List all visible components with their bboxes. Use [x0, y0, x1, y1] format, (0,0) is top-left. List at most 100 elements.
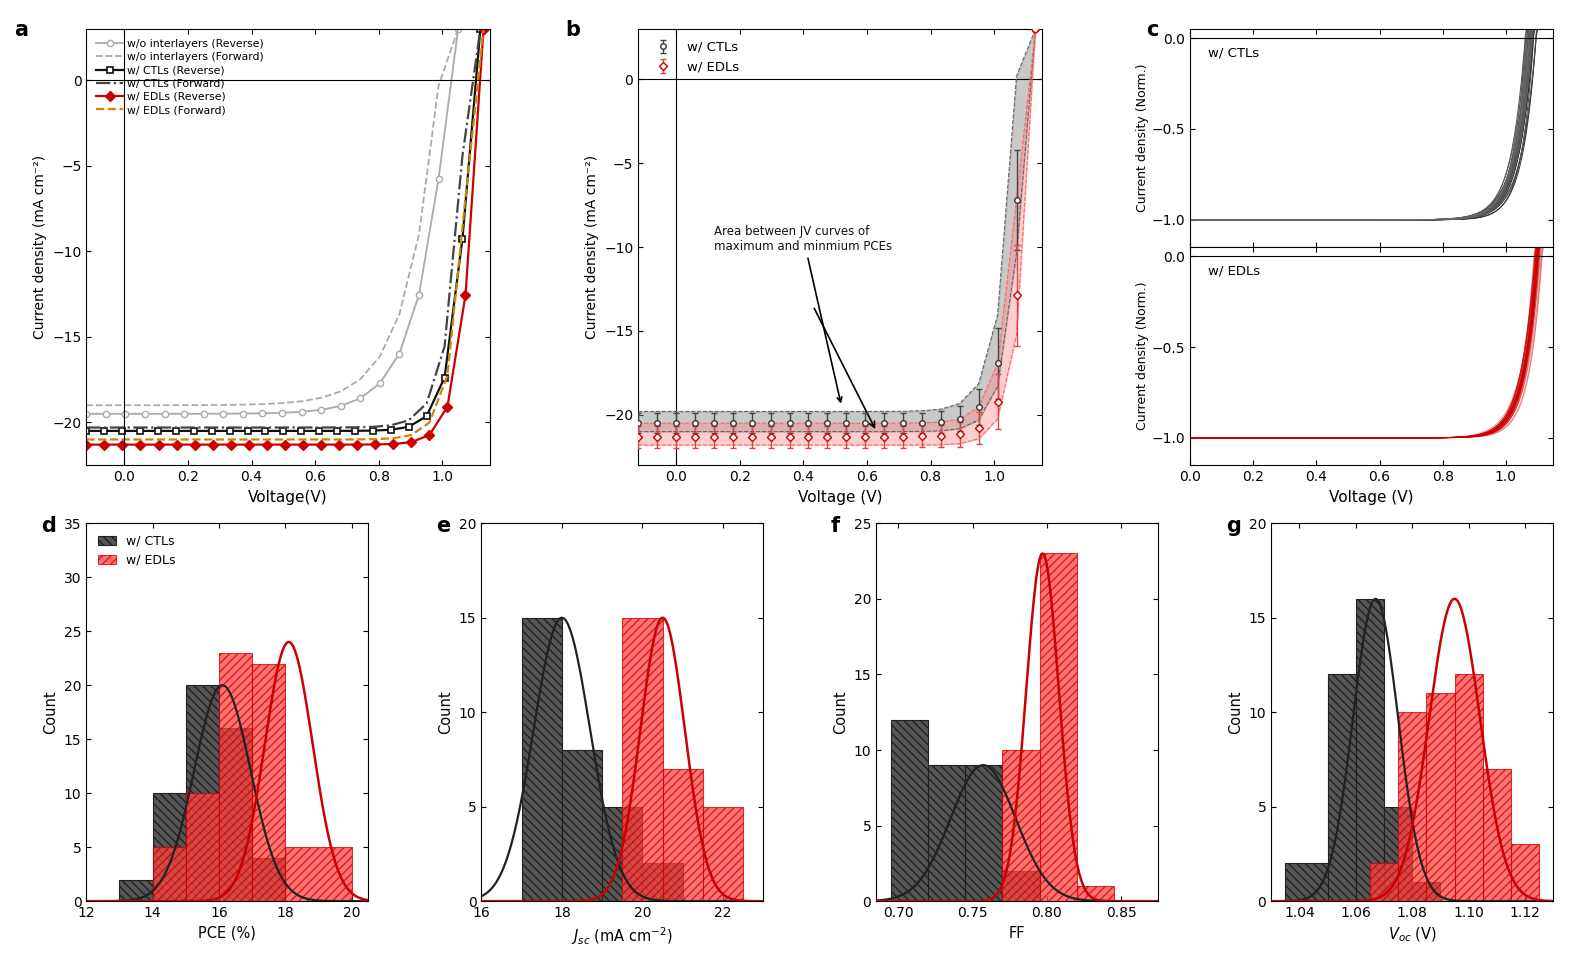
- Text: f: f: [832, 516, 841, 536]
- Bar: [185, 685, 220, 901]
- w/ CTLs (Forward): [309, 422, 328, 433]
- w/ EDLs (Forward): [204, 434, 223, 446]
- w/ EDLs (Reverse): [329, 439, 348, 451]
- Bar: [521, 618, 562, 901]
- w/ CTLs (Reverse): [275, 425, 293, 437]
- Bar: [623, 618, 662, 901]
- w/o interlayers (Reverse): [96, 408, 115, 420]
- Text: w/ EDLs: w/ EDLs: [1208, 265, 1260, 277]
- w/ EDLs (Forward): [474, 23, 493, 35]
- X-axis label: Voltage (V): Voltage (V): [797, 489, 882, 505]
- Text: c: c: [1147, 20, 1159, 41]
- Text: e: e: [436, 516, 450, 536]
- Legend: w/ CTLs, w/ EDLs: w/ CTLs, w/ EDLs: [645, 36, 744, 78]
- Line: w/ CTLs (Forward): w/ CTLs (Forward): [86, 29, 480, 427]
- Bar: [220, 729, 253, 901]
- w/ CTLs (Reverse): [202, 425, 221, 437]
- w/ CTLs (Reverse): [238, 425, 257, 437]
- w/ CTLs (Reverse): [453, 233, 472, 244]
- Bar: [253, 664, 286, 901]
- w/o interlayers (Reverse): [116, 408, 135, 420]
- w/o interlayers (Forward): [116, 399, 135, 411]
- w/ EDLs (Forward): [438, 370, 457, 382]
- Bar: [703, 806, 744, 901]
- Bar: [965, 766, 1003, 901]
- w/ EDLs (Forward): [276, 434, 295, 446]
- w/ CTLs (Forward): [292, 422, 311, 433]
- w/o interlayers (Forward): [234, 399, 253, 411]
- X-axis label: PCE (%): PCE (%): [198, 925, 256, 941]
- w/ CTLs (Reverse): [256, 425, 275, 437]
- w/ CTLs (Forward): [149, 422, 168, 433]
- w/ EDLs (Forward): [402, 429, 420, 441]
- w/ EDLs (Reverse): [240, 439, 259, 451]
- w/ CTLs (Forward): [345, 422, 364, 433]
- Bar: [1370, 863, 1398, 901]
- Bar: [1398, 712, 1426, 901]
- w/ CTLs (Reverse): [77, 425, 96, 437]
- w/ CTLs (Reverse): [400, 421, 419, 432]
- w/o interlayers (Reverse): [174, 408, 193, 420]
- w/ EDLs (Forward): [384, 432, 403, 444]
- w/ EDLs (Forward): [149, 434, 168, 446]
- w/ EDLs (Reverse): [438, 401, 457, 413]
- w/ CTLs (Forward): [275, 422, 293, 433]
- Bar: [1076, 886, 1114, 901]
- w/ CTLs (Reverse): [292, 425, 311, 437]
- w/ CTLs (Reverse): [220, 425, 238, 437]
- Bar: [1003, 871, 1040, 901]
- w/ CTLs (Forward): [453, 150, 472, 162]
- Text: w/ CTLs: w/ CTLs: [1208, 47, 1260, 59]
- Text: Area between JV curves of
maximum and minmium PCEs: Area between JV curves of maximum and mi…: [714, 225, 893, 402]
- w/ CTLs (Forward): [471, 23, 490, 35]
- Y-axis label: Current density (mA cm⁻²): Current density (mA cm⁻²): [585, 155, 598, 339]
- Bar: [602, 806, 642, 901]
- w/ CTLs (Forward): [94, 422, 113, 433]
- Bar: [1511, 844, 1539, 901]
- Text: b: b: [565, 20, 581, 41]
- Bar: [185, 794, 220, 901]
- w/o interlayers (Forward): [155, 399, 174, 411]
- w/ EDLs (Reverse): [96, 439, 115, 451]
- w/ CTLs (Reverse): [113, 425, 132, 437]
- w/ CTLs (Reverse): [130, 425, 149, 437]
- w/ CTLs (Reverse): [471, 23, 490, 35]
- Bar: [220, 653, 253, 901]
- w/ EDLs (Reverse): [420, 429, 439, 441]
- w/ EDLs (Reverse): [384, 438, 403, 450]
- w/o interlayers (Reverse): [292, 406, 311, 418]
- w/ CTLs (Reverse): [94, 425, 113, 437]
- w/o interlayers (Reverse): [449, 23, 468, 35]
- w/ EDLs (Reverse): [257, 439, 276, 451]
- w/o interlayers (Forward): [430, 79, 449, 91]
- w/o interlayers (Reverse): [410, 289, 428, 300]
- w/o interlayers (Forward): [96, 399, 115, 411]
- w/ EDLs (Reverse): [366, 439, 384, 451]
- w/ CTLs (Reverse): [185, 425, 204, 437]
- w/o interlayers (Reverse): [213, 408, 232, 420]
- Bar: [662, 769, 703, 901]
- w/ EDLs (Reverse): [204, 439, 223, 451]
- Bar: [642, 863, 683, 901]
- w/ CTLs (Forward): [381, 420, 400, 431]
- X-axis label: $J_{sc}$ (mA cm$^{-2}$): $J_{sc}$ (mA cm$^{-2}$): [571, 925, 673, 948]
- w/o interlayers (Reverse): [135, 408, 154, 420]
- w/ EDLs (Forward): [113, 434, 132, 446]
- w/o interlayers (Reverse): [351, 392, 370, 404]
- Line: w/o interlayers (Reverse): w/o interlayers (Reverse): [83, 26, 461, 417]
- Bar: [286, 847, 351, 901]
- w/ CTLs (Reverse): [364, 424, 383, 436]
- w/ CTLs (Forward): [417, 397, 436, 409]
- w/o interlayers (Forward): [370, 351, 389, 362]
- Legend: w/o interlayers (Reverse), w/o interlayers (Forward), w/ CTLs (Reverse), w/ CTLs: w/o interlayers (Reverse), w/o interlaye…: [91, 35, 268, 119]
- Text: a: a: [14, 20, 28, 41]
- w/ EDLs (Forward): [366, 433, 384, 445]
- Bar: [929, 766, 965, 901]
- w/ CTLs (Reverse): [381, 424, 400, 436]
- w/ CTLs (Reverse): [149, 425, 168, 437]
- X-axis label: $V_{oc}$ (V): $V_{oc}$ (V): [1387, 925, 1437, 944]
- w/o interlayers (Reverse): [312, 404, 331, 416]
- w/o interlayers (Forward): [391, 308, 410, 320]
- w/ EDLs (Forward): [221, 434, 240, 446]
- w/ CTLs (Forward): [400, 415, 419, 426]
